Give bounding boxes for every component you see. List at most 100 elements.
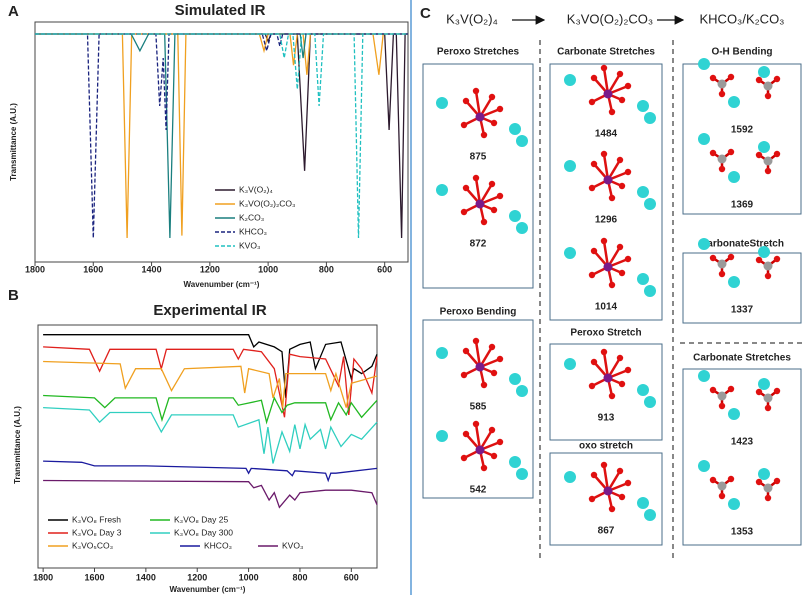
x-tick-label: 1200 [200, 264, 220, 274]
atom-k [758, 66, 770, 78]
atom-o [624, 255, 632, 263]
legend-label: KHCO₃ [239, 226, 267, 236]
atom-k [728, 408, 740, 420]
atom-o [472, 337, 480, 345]
spectrum-line [43, 406, 378, 464]
x-tick-label: 1600 [83, 264, 103, 274]
atom-o [600, 237, 608, 245]
atom-k [564, 74, 576, 86]
atom-k [637, 497, 649, 509]
x-tick-label: 1200 [187, 572, 207, 582]
atom-o [709, 386, 717, 394]
atom-k [698, 58, 710, 70]
atom-o [496, 355, 504, 363]
group-title: Carbonate Stretches [557, 47, 655, 58]
atom-c [717, 79, 727, 89]
group-box [549, 63, 663, 321]
atom-v [603, 373, 613, 383]
group-title: Peroxo Stretch [570, 328, 641, 339]
atom-o [618, 182, 626, 190]
mode-frequency: 913 [598, 413, 615, 424]
atom-v [475, 362, 485, 372]
atom-o [727, 73, 735, 81]
atom-o [773, 75, 781, 83]
x-tick-label: 800 [319, 264, 334, 274]
atom-o [727, 385, 735, 393]
atom-o [764, 404, 772, 412]
atom-o [755, 76, 763, 84]
atom-v [475, 199, 485, 209]
atom-v [603, 262, 613, 272]
atom-o [608, 281, 616, 289]
atom-o [616, 70, 624, 78]
atom-v [475, 445, 485, 455]
atom-o [608, 392, 616, 400]
legend-label: K₃VO₈ Day 3 [72, 527, 122, 537]
spectrum-line [35, 33, 408, 239]
group-title: Carbonate Stretches [693, 353, 791, 364]
group-box [422, 63, 534, 289]
atom-o [590, 247, 598, 255]
atom-o [588, 184, 596, 192]
atom-k [509, 123, 521, 135]
atom-c [717, 481, 727, 491]
atom-o [590, 471, 598, 479]
atom-c [763, 261, 773, 271]
atom-o [755, 478, 763, 486]
atom-o [764, 272, 772, 280]
panel-label: B [8, 287, 19, 304]
atom-v [603, 486, 613, 496]
atom-o [480, 381, 488, 389]
mode-frequency: 1296 [595, 215, 618, 226]
atom-o [460, 371, 468, 379]
spectrum-line [43, 460, 378, 483]
atom-o [618, 380, 626, 388]
mode-frequency: 872 [470, 239, 487, 250]
mode-frequency: 1337 [731, 305, 754, 316]
atom-k [728, 96, 740, 108]
mode-frequency: 875 [470, 152, 487, 163]
atom-o [462, 97, 470, 105]
atom-o [588, 271, 596, 279]
atom-o [624, 168, 632, 176]
atom-o [588, 382, 596, 390]
atom-k [728, 498, 740, 510]
legend-label: K₃VO₈ Fresh [72, 514, 121, 524]
x-axis-label: Wavenumber (cm⁻¹) [170, 585, 246, 594]
atom-k [436, 97, 448, 109]
atom-o [480, 464, 488, 472]
atom-o [616, 243, 624, 251]
group-box [549, 452, 663, 546]
atom-k [516, 385, 528, 397]
legend-label: K₃V(O₂)₄ [239, 184, 273, 194]
atom-o [718, 90, 726, 98]
panel-label: C [420, 5, 431, 22]
atom-k [728, 276, 740, 288]
y-axis-label: Transmittance (A.U.) [9, 103, 18, 181]
atom-o [496, 192, 504, 200]
atom-k [564, 160, 576, 172]
atom-k [564, 247, 576, 259]
legend-label: K₃VO₈ Day 300 [174, 527, 233, 537]
atom-k [564, 358, 576, 370]
atom-o [718, 402, 726, 410]
atom-k [698, 370, 710, 382]
spectrum-line [35, 33, 408, 239]
atom-o [618, 269, 626, 277]
atom-o [709, 74, 717, 82]
atom-o [618, 96, 626, 104]
atom-k [758, 246, 770, 258]
panel-label: A [8, 3, 19, 20]
atom-k [758, 141, 770, 153]
mode-frequency: 1423 [731, 437, 754, 448]
plot-frame [34, 21, 409, 263]
atom-o [590, 74, 598, 82]
atom-k [436, 347, 448, 359]
group-box [422, 319, 534, 499]
column-header: KHCO₃/K₂CO₃ [700, 11, 785, 26]
mode-frequency: 1353 [731, 527, 754, 538]
atom-o [496, 438, 504, 446]
atom-k [758, 468, 770, 480]
atom-o [727, 475, 735, 483]
spectrum-line [35, 33, 408, 239]
